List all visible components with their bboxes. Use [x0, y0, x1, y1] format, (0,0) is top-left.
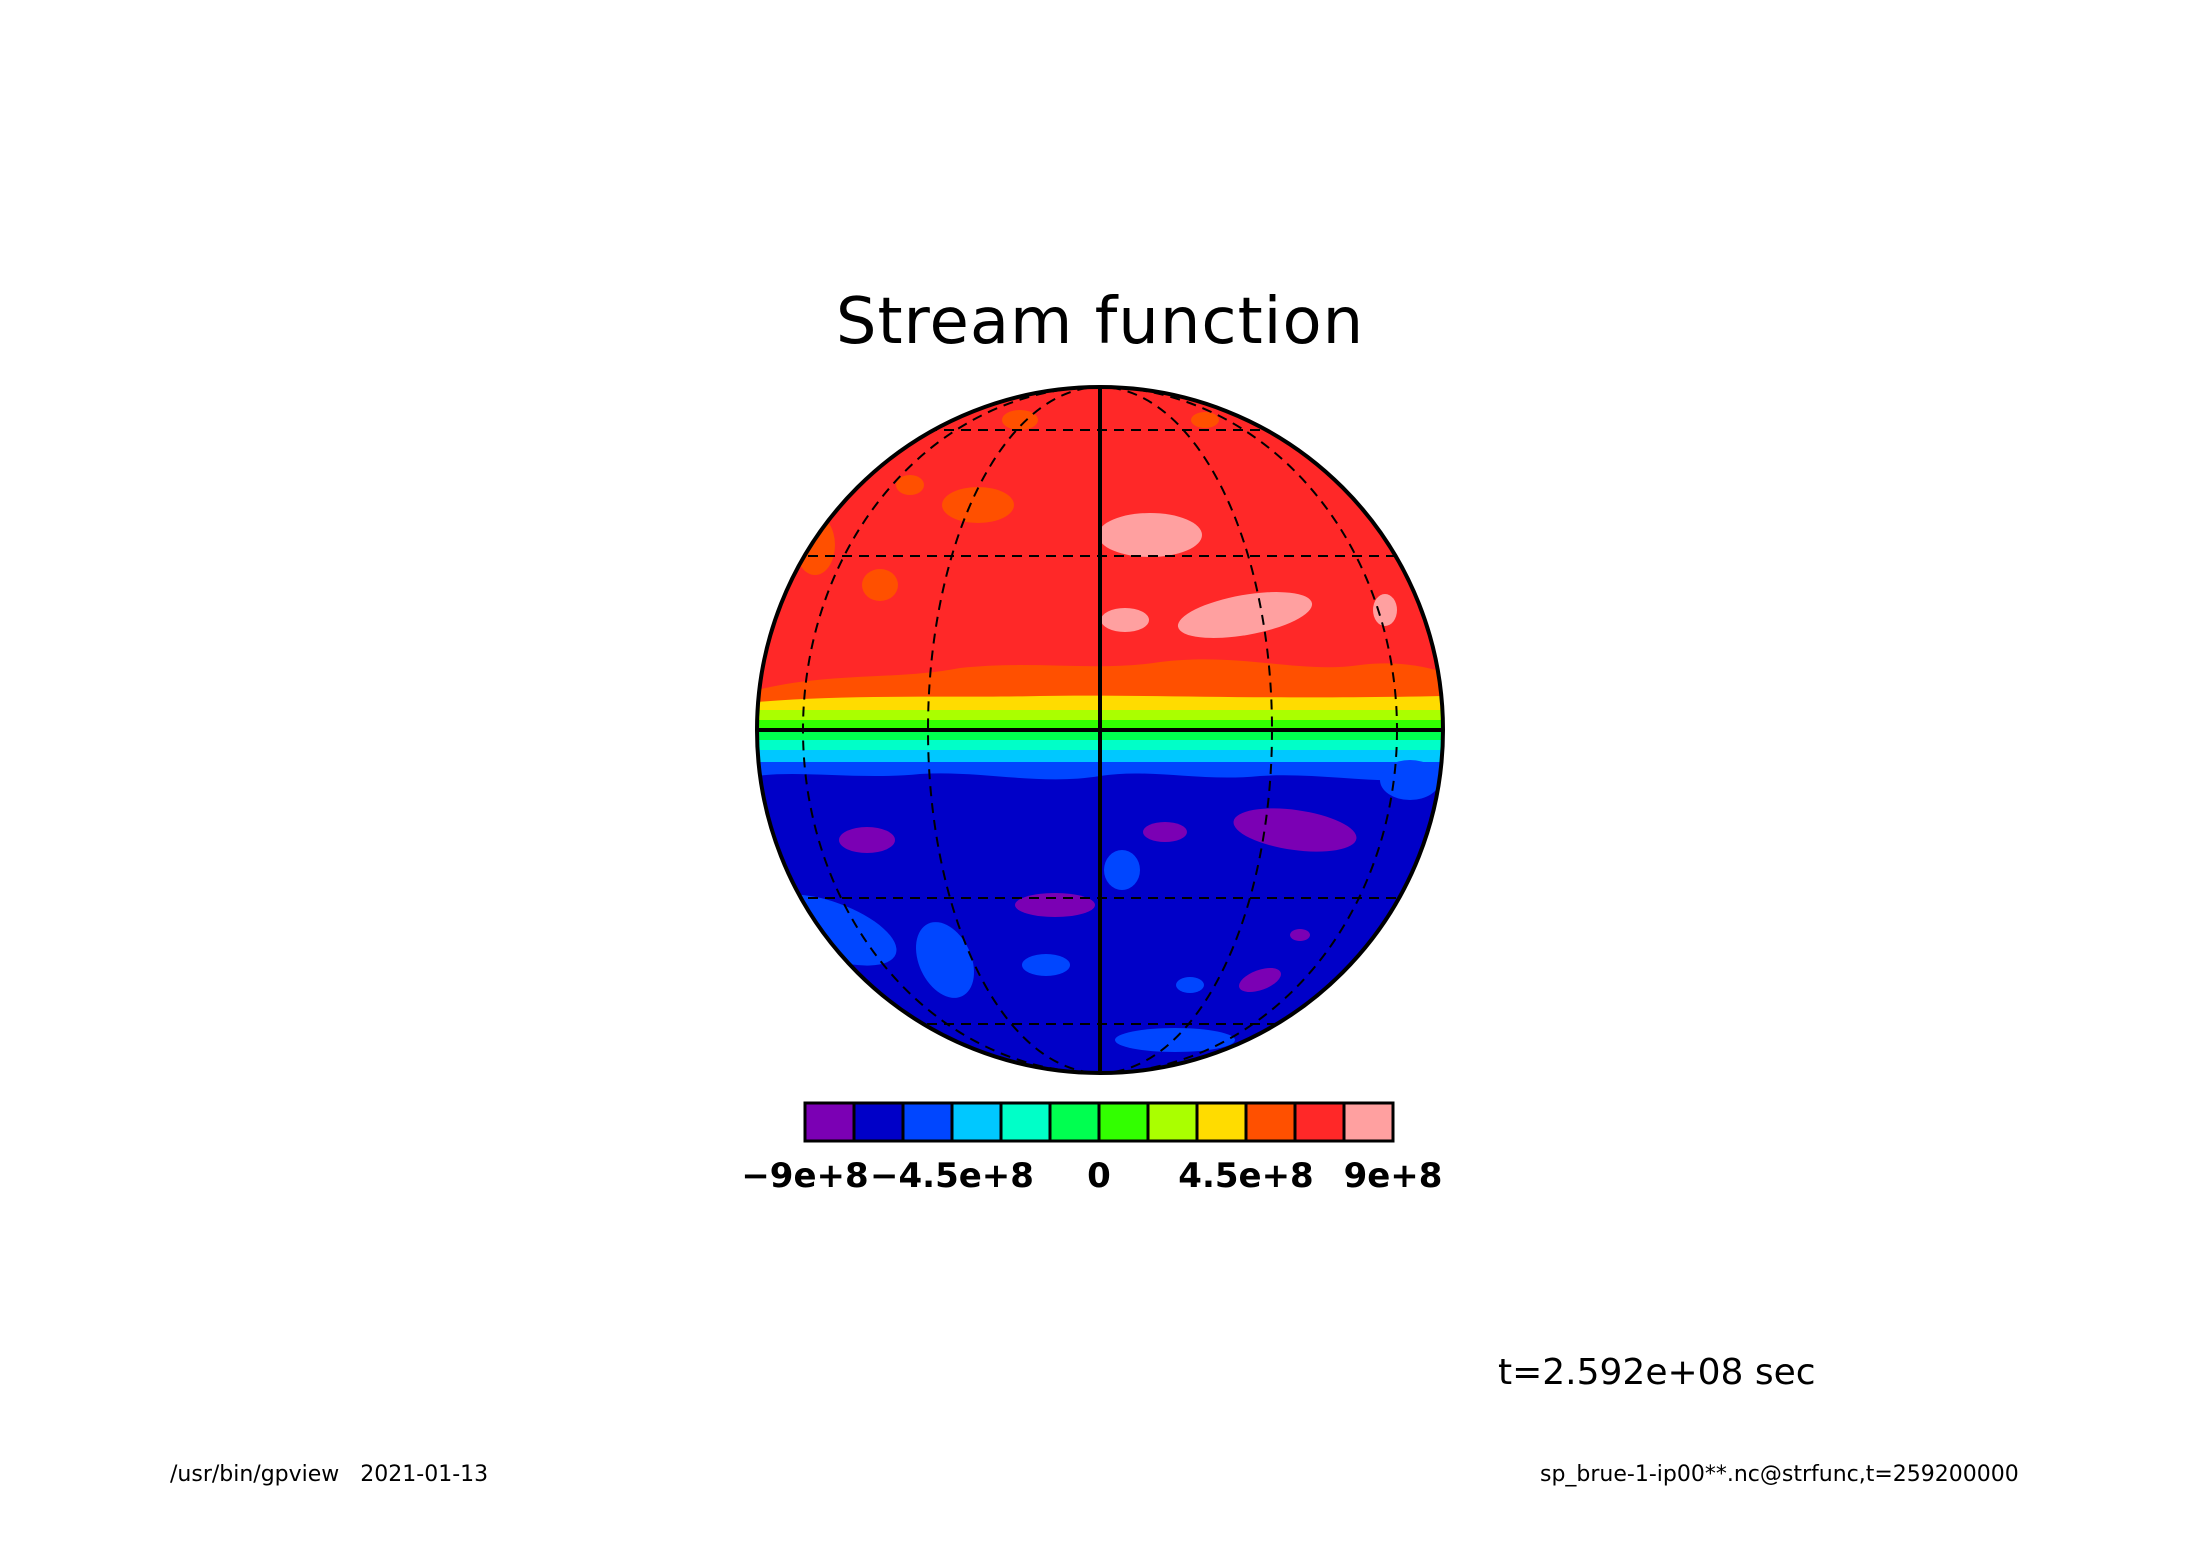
colorbar-tick-label: −9e+8 — [741, 1156, 868, 1196]
patch-purple — [1233, 808, 1357, 852]
colorbar-swatch — [1146, 1101, 1199, 1143]
colorbar-swatch — [950, 1101, 1003, 1143]
patch-pink — [1098, 513, 1202, 557]
colorbar-swatch — [1048, 1101, 1101, 1143]
colorbar-swatch — [1293, 1101, 1346, 1143]
colorbar-swatch — [1097, 1101, 1150, 1143]
patch-pink — [1177, 592, 1313, 638]
patch-orange — [896, 475, 924, 495]
footer-program-date: /usr/bin/gpview 2021-01-13 — [170, 1462, 488, 1487]
colorbar-swatch — [1195, 1101, 1248, 1143]
patch-orange — [942, 487, 1014, 523]
colorbar-tick-label: 4.5e+8 — [1178, 1156, 1313, 1196]
colorbar-swatch — [1244, 1101, 1297, 1143]
patch-purple — [1239, 967, 1281, 993]
patch-pink — [1373, 594, 1397, 626]
patch-blue — [1104, 850, 1140, 890]
patch-orange — [1191, 412, 1219, 428]
colorbar-tick-label: 0 — [1087, 1156, 1111, 1196]
time-label: t=2.592e+08 sec — [1498, 1352, 1816, 1393]
patch-purple — [839, 827, 895, 853]
plot-title: Stream function — [835, 285, 1365, 359]
footer-program: /usr/bin/gpview — [170, 1462, 340, 1487]
colorbar-swatch — [852, 1101, 905, 1143]
footer-source: sp_brue-1-ip00**.nc@strfunc,t=259200000 — [1540, 1462, 2019, 1487]
colorbar-swatch — [1342, 1101, 1395, 1143]
colorbar-tick-label: 9e+8 — [1344, 1156, 1443, 1196]
colorbar-swatch — [901, 1101, 954, 1143]
patch-blue — [1176, 977, 1204, 993]
patch-purple — [1143, 822, 1187, 842]
patch-purple — [1290, 929, 1310, 941]
patch-pink — [1101, 608, 1149, 632]
patch-orange — [1002, 410, 1038, 430]
colorbar-swatch — [999, 1101, 1052, 1143]
patch-orange — [862, 569, 898, 601]
patch-blue — [1022, 954, 1070, 976]
globe-outline — [755, 385, 1445, 1075]
colorbar-swatch — [803, 1101, 856, 1143]
patch-blue — [915, 922, 975, 998]
footer-date: 2021-01-13 — [360, 1462, 489, 1487]
colorbar-tick-label: −4.5e+8 — [870, 1156, 1034, 1196]
